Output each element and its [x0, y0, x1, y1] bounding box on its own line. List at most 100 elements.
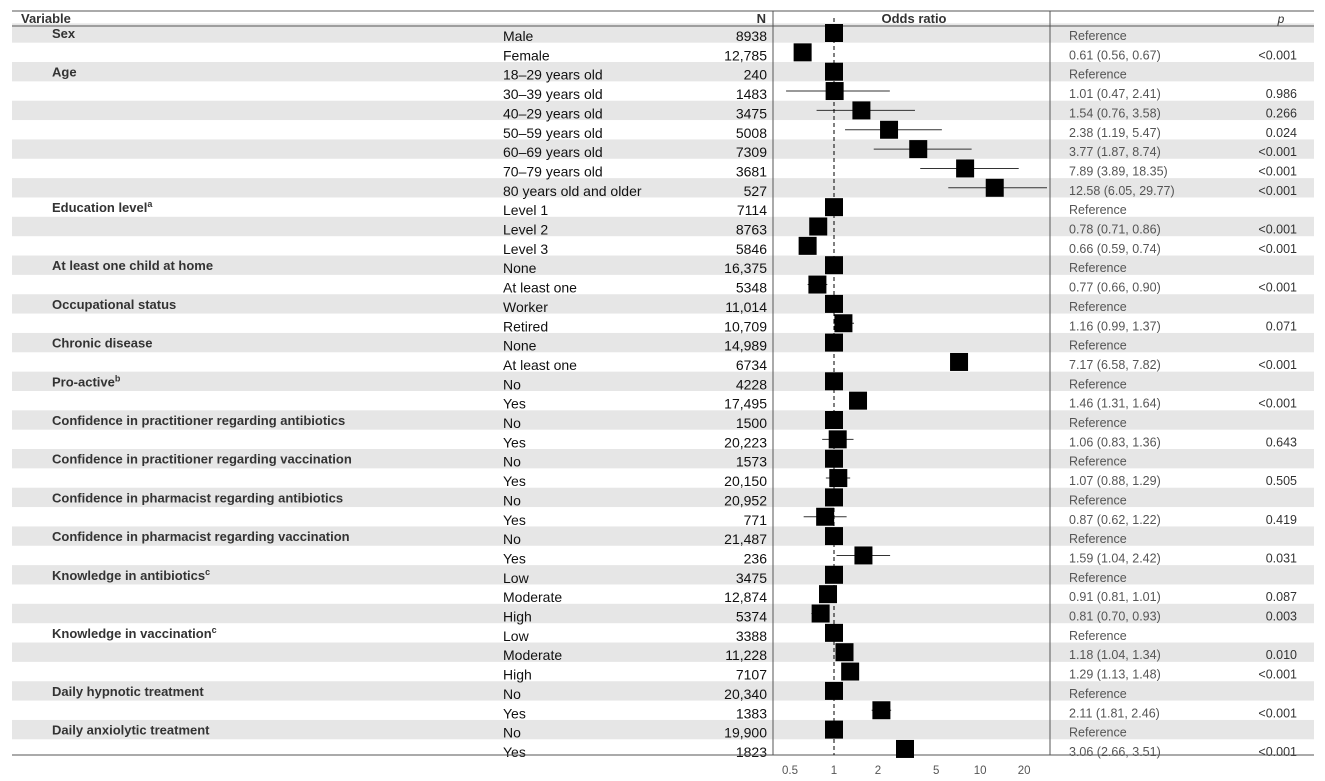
odds-ratio-marker [819, 585, 838, 604]
level-label: Moderate [503, 647, 562, 663]
estimate-text: 2.38 (1.19, 5.47) [1069, 126, 1161, 140]
n-value: 1500 [736, 415, 767, 431]
p-value: 0.419 [1266, 513, 1297, 527]
level-label: No [503, 686, 521, 702]
level-label: 30–39 years old [503, 86, 603, 102]
n-value: 527 [744, 183, 768, 199]
estimate-text: 7.89 (3.89, 18.35) [1069, 164, 1168, 178]
odds-ratio-marker [880, 120, 899, 139]
odds-ratio-marker [808, 275, 827, 294]
n-value: 5348 [736, 280, 767, 296]
level-label: No [503, 415, 521, 431]
table-row: Confidence in pharmacist regarding antib… [52, 490, 1127, 508]
table-row: Education levela Level 1 7114 Reference [52, 199, 1127, 218]
estimate-text: Reference [1069, 687, 1127, 701]
estimate-text: Reference [1069, 416, 1127, 430]
footnote-marker: c [205, 567, 210, 577]
p-value: <0.001 [1258, 668, 1297, 682]
odds-ratio-marker [825, 720, 843, 739]
table-row: Yes 1383 2.11 (1.81, 2.46) <0.001 [503, 705, 1297, 721]
level-label: 50–59 years old [503, 125, 603, 141]
estimate-text: Reference [1069, 726, 1127, 740]
odds-ratio-marker [811, 604, 830, 623]
table-row: 70–79 years old 3681 7.89 (3.89, 18.35) <0.… [503, 163, 1297, 179]
odds-ratio-marker [841, 662, 860, 681]
odds-ratio-marker [825, 82, 844, 101]
variable-label: At least one child at home [52, 258, 213, 273]
n-value: 20,223 [724, 434, 767, 450]
estimate-text: 1.59 (1.04, 2.42) [1069, 551, 1161, 565]
estimate-text: Reference [1069, 377, 1127, 391]
table-row: Female 12,785 0.61 (0.56, 0.67) <0.001 [503, 47, 1297, 63]
level-label: No [503, 454, 521, 470]
table-row: At least one child at home None 16,375 Refe… [52, 258, 1127, 276]
odds-ratio-marker [854, 546, 873, 565]
table-row: High 5374 0.81 (0.70, 0.93) 0.003 [503, 609, 1297, 625]
n-value: 16,375 [724, 260, 767, 276]
row-stripe [12, 332, 1314, 353]
table-row: 80 years old and older 527 12.58 (6.05, 29… [503, 183, 1297, 199]
n-value: 240 [744, 67, 768, 83]
footnote-marker: c [212, 625, 217, 635]
odds-ratio-marker [825, 294, 843, 313]
estimate-text: Reference [1069, 532, 1127, 546]
level-label: No [503, 531, 521, 547]
n-value: 3475 [736, 570, 767, 586]
odds-ratio-marker [798, 236, 817, 255]
n-value: 10,709 [724, 318, 767, 334]
level-label: Male [503, 28, 534, 44]
estimate-text: 1.18 (1.04, 1.34) [1069, 648, 1161, 662]
p-value: 0.087 [1266, 590, 1297, 604]
row-stripe [12, 487, 1314, 508]
estimate-text: 2.11 (1.81, 2.46) [1069, 706, 1160, 720]
table-row: Yes 236 1.59 (1.04, 2.42) 0.031 [503, 550, 1297, 566]
row-stripe [12, 526, 1314, 546]
row-stripe [12, 565, 1314, 585]
level-label: Yes [503, 550, 526, 566]
row-stripe [12, 603, 1314, 624]
level-label: Level 1 [503, 202, 548, 218]
p-value: 0.024 [1266, 126, 1297, 140]
odds-ratio-marker [956, 159, 975, 178]
odds-ratio-marker [895, 739, 914, 758]
estimate-text: 1.54 (0.76, 3.58) [1069, 106, 1161, 120]
table-row: Moderate 11,228 1.18 (1.04, 1.34) 0.010 [503, 647, 1297, 663]
p-value: <0.001 [1258, 164, 1297, 178]
n-value: 1823 [736, 744, 767, 760]
estimate-text: 0.77 (0.66, 0.90) [1069, 281, 1161, 295]
n-value: 6734 [736, 357, 767, 373]
n-value: 12,785 [724, 47, 767, 63]
footnote-marker: b [115, 373, 121, 383]
estimate-text: 0.61 (0.56, 0.67) [1069, 48, 1161, 62]
p-header: p [1277, 12, 1285, 26]
odds-ratio-marker [852, 101, 871, 120]
odds-ratio-marker [828, 430, 847, 449]
p-value: <0.001 [1258, 358, 1297, 372]
p-value: <0.001 [1258, 223, 1297, 237]
estimate-text: 0.78 (0.71, 0.86) [1069, 223, 1161, 237]
table-row: Knowledge in vaccinationc Low 3388 Referenc… [52, 625, 1127, 644]
p-value: <0.001 [1258, 48, 1297, 62]
estimate-text: Reference [1069, 203, 1127, 217]
p-value: <0.001 [1258, 745, 1297, 759]
n-value: 3681 [736, 163, 767, 179]
estimate-text: 0.91 (0.81, 1.01) [1069, 590, 1161, 604]
n-value: 236 [744, 550, 768, 566]
table-row: Daily anxiolytic treatment No 19,900 Refere… [52, 723, 1127, 741]
variable-label: Confidence in practitioner regarding vac… [52, 452, 352, 467]
odds-ratio-marker [909, 140, 928, 159]
variable-label: Pro-activeb [52, 373, 121, 389]
variable-label: Occupational status [52, 297, 176, 312]
row-stripe [12, 255, 1314, 275]
level-label: Retired [503, 318, 548, 334]
table-rows: Sex Male 8938 Reference Female 12,785 0.61 (0.… [52, 26, 1297, 760]
odds-ratio-marker [872, 701, 891, 720]
estimate-text: 7.17 (6.58, 7.82) [1069, 358, 1161, 372]
n-header: N [757, 11, 766, 26]
variable-label: Daily anxiolytic treatment [52, 723, 210, 738]
n-value: 8763 [736, 222, 767, 238]
table-row: Knowledge in antibioticsc Low 3475 Referenc… [52, 567, 1127, 586]
table-row: Retired 10,709 1.16 (0.99, 1.37) 0.071 [503, 318, 1297, 334]
estimate-text: Reference [1069, 29, 1127, 43]
table-row: Confidence in practitioner regarding vac… [52, 452, 1127, 470]
